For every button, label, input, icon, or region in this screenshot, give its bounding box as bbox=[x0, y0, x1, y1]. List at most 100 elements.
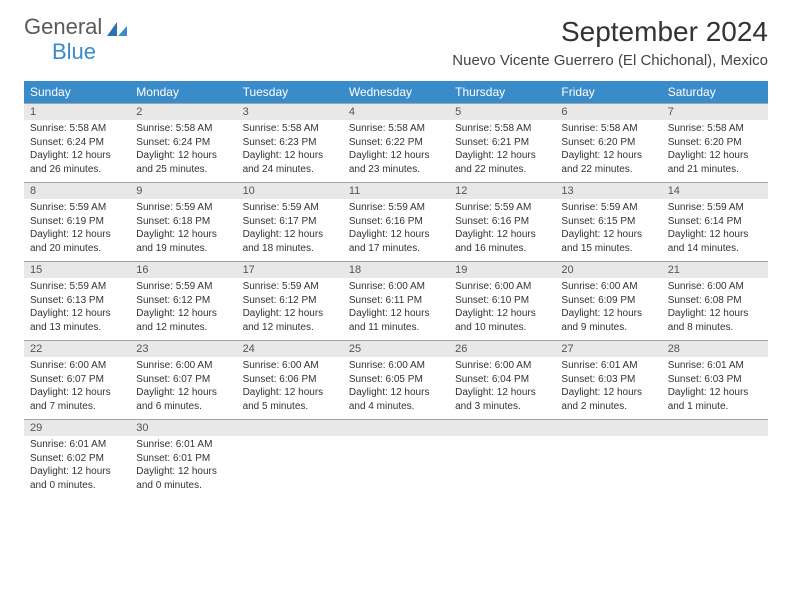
day-content-row: Sunrise: 6:00 AMSunset: 6:07 PMDaylight:… bbox=[24, 357, 768, 420]
sunset-text: Sunset: 6:20 PM bbox=[668, 136, 762, 150]
d2-text: and 5 minutes. bbox=[243, 400, 337, 414]
title-block: September 2024 Nuevo Vicente Guerrero (E… bbox=[452, 16, 768, 69]
day-number: 7 bbox=[662, 104, 768, 121]
day-cell: Sunrise: 6:00 AMSunset: 6:08 PMDaylight:… bbox=[662, 278, 768, 341]
day-number: 28 bbox=[662, 341, 768, 358]
day-number: 23 bbox=[130, 341, 236, 358]
sunrise-text: Sunrise: 5:59 AM bbox=[136, 280, 230, 294]
sunset-text: Sunset: 6:08 PM bbox=[668, 294, 762, 308]
day-number: 6 bbox=[555, 104, 661, 121]
d1-text: Daylight: 12 hours bbox=[455, 386, 549, 400]
sunset-text: Sunset: 6:22 PM bbox=[349, 136, 443, 150]
d2-text: and 11 minutes. bbox=[349, 321, 443, 335]
day-cell: Sunrise: 6:00 AMSunset: 6:07 PMDaylight:… bbox=[24, 357, 130, 420]
day-header: Wednesday bbox=[343, 81, 449, 104]
sunset-text: Sunset: 6:13 PM bbox=[30, 294, 124, 308]
day-cell: Sunrise: 6:01 AMSunset: 6:03 PMDaylight:… bbox=[555, 357, 661, 420]
logo: General Blue bbox=[24, 16, 129, 63]
d2-text: and 2 minutes. bbox=[561, 400, 655, 414]
day-number: 16 bbox=[130, 262, 236, 279]
day-number: 4 bbox=[343, 104, 449, 121]
day-cell: Sunrise: 6:00 AMSunset: 6:05 PMDaylight:… bbox=[343, 357, 449, 420]
day-number bbox=[449, 420, 555, 437]
day-cell: Sunrise: 6:00 AMSunset: 6:06 PMDaylight:… bbox=[237, 357, 343, 420]
d2-text: and 24 minutes. bbox=[243, 163, 337, 177]
d1-text: Daylight: 12 hours bbox=[349, 149, 443, 163]
sunrise-text: Sunrise: 5:59 AM bbox=[243, 201, 337, 215]
sunrise-text: Sunrise: 5:58 AM bbox=[243, 122, 337, 136]
sunrise-text: Sunrise: 6:00 AM bbox=[243, 359, 337, 373]
day-header: Thursday bbox=[449, 81, 555, 104]
day-cell: Sunrise: 6:00 AMSunset: 6:10 PMDaylight:… bbox=[449, 278, 555, 341]
day-header: Friday bbox=[555, 81, 661, 104]
day-content-row: Sunrise: 5:59 AMSunset: 6:19 PMDaylight:… bbox=[24, 199, 768, 262]
sunset-text: Sunset: 6:06 PM bbox=[243, 373, 337, 387]
sunset-text: Sunset: 6:02 PM bbox=[30, 452, 124, 466]
d1-text: Daylight: 12 hours bbox=[668, 386, 762, 400]
logo-text-general: General bbox=[24, 14, 102, 39]
d1-text: Daylight: 12 hours bbox=[243, 386, 337, 400]
day-header: Sunday bbox=[24, 81, 130, 104]
day-cell: Sunrise: 5:59 AMSunset: 6:16 PMDaylight:… bbox=[343, 199, 449, 262]
sunset-text: Sunset: 6:17 PM bbox=[243, 215, 337, 229]
d1-text: Daylight: 12 hours bbox=[349, 307, 443, 321]
day-cell: Sunrise: 5:59 AMSunset: 6:19 PMDaylight:… bbox=[24, 199, 130, 262]
d1-text: Daylight: 12 hours bbox=[136, 307, 230, 321]
sunrise-text: Sunrise: 5:58 AM bbox=[349, 122, 443, 136]
sunset-text: Sunset: 6:16 PM bbox=[455, 215, 549, 229]
day-number bbox=[237, 420, 343, 437]
day-number: 18 bbox=[343, 262, 449, 279]
day-number: 21 bbox=[662, 262, 768, 279]
day-number-row: 1234567 bbox=[24, 104, 768, 121]
day-number: 8 bbox=[24, 183, 130, 200]
day-number: 11 bbox=[343, 183, 449, 200]
sunset-text: Sunset: 6:03 PM bbox=[668, 373, 762, 387]
day-number: 29 bbox=[24, 420, 130, 437]
d1-text: Daylight: 12 hours bbox=[455, 307, 549, 321]
day-cell: Sunrise: 5:58 AMSunset: 6:20 PMDaylight:… bbox=[662, 120, 768, 183]
d2-text: and 7 minutes. bbox=[30, 400, 124, 414]
day-number: 30 bbox=[130, 420, 236, 437]
day-content-row: Sunrise: 5:58 AMSunset: 6:24 PMDaylight:… bbox=[24, 120, 768, 183]
day-number: 14 bbox=[662, 183, 768, 200]
d1-text: Daylight: 12 hours bbox=[349, 386, 443, 400]
sunrise-text: Sunrise: 6:01 AM bbox=[668, 359, 762, 373]
d2-text: and 15 minutes. bbox=[561, 242, 655, 256]
day-number-row: 22232425262728 bbox=[24, 341, 768, 358]
d1-text: Daylight: 12 hours bbox=[30, 307, 124, 321]
sunset-text: Sunset: 6:15 PM bbox=[561, 215, 655, 229]
d1-text: Daylight: 12 hours bbox=[561, 149, 655, 163]
d1-text: Daylight: 12 hours bbox=[668, 307, 762, 321]
sunrise-text: Sunrise: 5:59 AM bbox=[243, 280, 337, 294]
d1-text: Daylight: 12 hours bbox=[30, 149, 124, 163]
d2-text: and 22 minutes. bbox=[455, 163, 549, 177]
sunset-text: Sunset: 6:23 PM bbox=[243, 136, 337, 150]
sunrise-text: Sunrise: 5:58 AM bbox=[455, 122, 549, 136]
sunrise-text: Sunrise: 5:59 AM bbox=[349, 201, 443, 215]
sunrise-text: Sunrise: 6:01 AM bbox=[136, 438, 230, 452]
sunset-text: Sunset: 6:12 PM bbox=[136, 294, 230, 308]
day-cell: Sunrise: 5:58 AMSunset: 6:21 PMDaylight:… bbox=[449, 120, 555, 183]
d2-text: and 25 minutes. bbox=[136, 163, 230, 177]
day-cell bbox=[662, 436, 768, 498]
day-number: 24 bbox=[237, 341, 343, 358]
d1-text: Daylight: 12 hours bbox=[561, 228, 655, 242]
sunrise-text: Sunrise: 5:59 AM bbox=[668, 201, 762, 215]
d2-text: and 12 minutes. bbox=[243, 321, 337, 335]
day-number: 25 bbox=[343, 341, 449, 358]
sunset-text: Sunset: 6:10 PM bbox=[455, 294, 549, 308]
d1-text: Daylight: 12 hours bbox=[561, 386, 655, 400]
d1-text: Daylight: 12 hours bbox=[136, 465, 230, 479]
day-content-row: Sunrise: 6:01 AM Sunset: 6:02 PM Daylight:… bbox=[24, 436, 768, 498]
day-number-row: 891011121314 bbox=[24, 183, 768, 200]
sunset-text: Sunset: 6:18 PM bbox=[136, 215, 230, 229]
day-cell: Sunrise: 5:59 AMSunset: 6:13 PMDaylight:… bbox=[24, 278, 130, 341]
day-cell: Sunrise: 5:58 AMSunset: 6:24 PMDaylight:… bbox=[130, 120, 236, 183]
day-cell: Sunrise: 5:59 AMSunset: 6:14 PMDaylight:… bbox=[662, 199, 768, 262]
d1-text: Daylight: 12 hours bbox=[455, 149, 549, 163]
d1-text: Daylight: 12 hours bbox=[136, 386, 230, 400]
day-number: 13 bbox=[555, 183, 661, 200]
day-number-row: 2930 bbox=[24, 420, 768, 437]
d2-text: and 0 minutes. bbox=[136, 479, 230, 493]
day-number: 2 bbox=[130, 104, 236, 121]
